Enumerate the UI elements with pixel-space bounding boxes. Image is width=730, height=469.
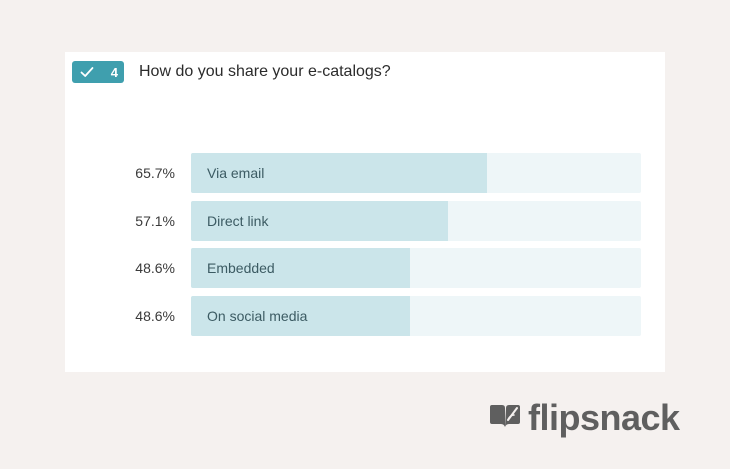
result-bar-track: On social media xyxy=(191,295,641,336)
result-label: Via email xyxy=(207,165,265,181)
result-bar-fill xyxy=(191,153,487,193)
result-row: 48.6% On social media xyxy=(65,295,665,336)
brand-logo: flipsnack xyxy=(488,398,680,438)
poll-card: 4 How do you share your e-catalogs? 65.7… xyxy=(65,52,665,372)
flipsnack-logo-icon xyxy=(488,402,522,435)
result-row: 57.1% Direct link xyxy=(65,200,665,241)
result-bar-track: Embedded xyxy=(191,248,641,288)
results-list: 65.7% Via email 57.1% Direct link 48.6% … xyxy=(65,153,665,343)
question-badge: 4 xyxy=(72,61,124,83)
question-number: 4 xyxy=(110,64,118,80)
result-percent: 65.7% xyxy=(135,165,175,181)
result-bar-track: Via email xyxy=(191,153,641,193)
question-header: 4 How do you share your e-catalogs? xyxy=(72,61,391,83)
result-percent: 48.6% xyxy=(135,307,175,324)
result-bar-fill xyxy=(191,248,410,288)
result-label: Direct link xyxy=(207,212,269,229)
result-percent: 48.6% xyxy=(135,260,175,276)
question-title: How do you share your e-catalogs? xyxy=(139,63,391,80)
result-row: 65.7% Via email xyxy=(65,153,665,193)
check-icon xyxy=(80,66,94,78)
brand-name: flipsnack xyxy=(528,397,680,438)
result-bar-fill xyxy=(191,200,448,241)
result-row: 48.6% Embedded xyxy=(65,248,665,288)
result-label: Embedded xyxy=(207,260,275,276)
result-label: On social media xyxy=(207,307,308,324)
result-bar-track: Direct link xyxy=(191,200,641,241)
result-bar-fill xyxy=(191,295,410,336)
result-percent: 57.1% xyxy=(135,212,175,229)
